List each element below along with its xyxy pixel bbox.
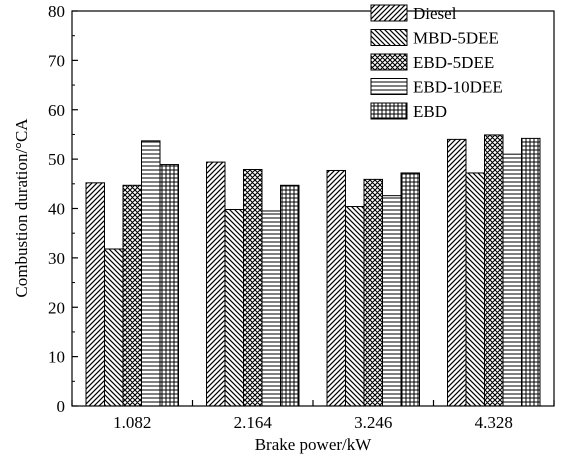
bar-ebd-2.164 — [280, 184, 300, 407]
y-tick-label: 40 — [48, 200, 65, 219]
bar-ebd-5dee-3.246 — [363, 178, 383, 407]
legend-swatch-ebd — [370, 102, 408, 120]
x-axis-label: Brake power/kW — [255, 435, 373, 454]
y-tick-label: 60 — [48, 101, 65, 120]
legend-label-diesel: Diesel — [413, 4, 457, 23]
legend-swatch-ebd-5dee — [370, 53, 408, 71]
bars — [85, 134, 541, 407]
x-axis: 1.082 2.164 3.246 4.328 — [71, 400, 555, 432]
x-tick-label: 1.082 — [113, 413, 151, 432]
bar-mbd-5dee-2.164 — [224, 208, 244, 407]
bar-ebd-1.082 — [159, 164, 179, 407]
bar-ebd-10dee-4.328 — [502, 153, 522, 407]
legend: Diesel MBD-5DEE EBD-5DEE EBD-10DEE EBD — [370, 4, 503, 121]
bar-ebd-5dee-1.082 — [122, 184, 142, 407]
x-tick-label: 2.164 — [234, 413, 273, 432]
legend-swatch-ebd-10dee — [370, 78, 408, 95]
y-axis: 0 10 20 30 40 50 60 70 80 — [48, 2, 78, 416]
y-tick-label: 20 — [48, 298, 65, 317]
y-axis-label: Combustion duration/°CA — [12, 118, 31, 298]
bar-ebd-4.328 — [521, 137, 541, 407]
x-tick-label: 4.328 — [475, 413, 513, 432]
y-tick-label: 30 — [48, 249, 65, 268]
bar-ebd-3.246 — [400, 172, 420, 407]
bar-diesel-1.082 — [85, 182, 105, 407]
bar-mbd-5dee-4.328 — [465, 172, 485, 407]
bar-ebd-10dee-1.082 — [141, 140, 161, 407]
y-tick-label: 0 — [57, 397, 66, 416]
bar-ebd-10dee-2.164 — [261, 210, 281, 407]
bar-ebd-5dee-2.164 — [243, 168, 263, 407]
legend-label-ebd: EBD — [413, 102, 447, 121]
y-tick-label: 80 — [48, 2, 65, 21]
legend-label-ebd-10dee: EBD-10DEE — [413, 78, 503, 97]
bar-diesel-3.246 — [326, 169, 346, 407]
y-tick-label: 10 — [48, 348, 65, 367]
bar-diesel-2.164 — [206, 161, 226, 407]
x-tick-label: 3.246 — [354, 413, 392, 432]
legend-swatch-mbd-5dee — [370, 29, 408, 46]
legend-label-mbd-5dee: MBD-5DEE — [413, 29, 499, 48]
legend-label-ebd-5dee: EBD-5DEE — [413, 53, 494, 72]
y-tick-label: 70 — [48, 51, 65, 70]
bar-mbd-5dee-1.082 — [104, 248, 124, 407]
legend-swatch-diesel — [370, 4, 408, 22]
bar-ebd-5dee-4.328 — [484, 134, 504, 407]
bar-diesel-4.328 — [447, 138, 467, 407]
y-tick-label: 50 — [48, 150, 65, 169]
bar-ebd-10dee-3.246 — [382, 195, 402, 407]
bar-mbd-5dee-3.246 — [345, 206, 365, 407]
